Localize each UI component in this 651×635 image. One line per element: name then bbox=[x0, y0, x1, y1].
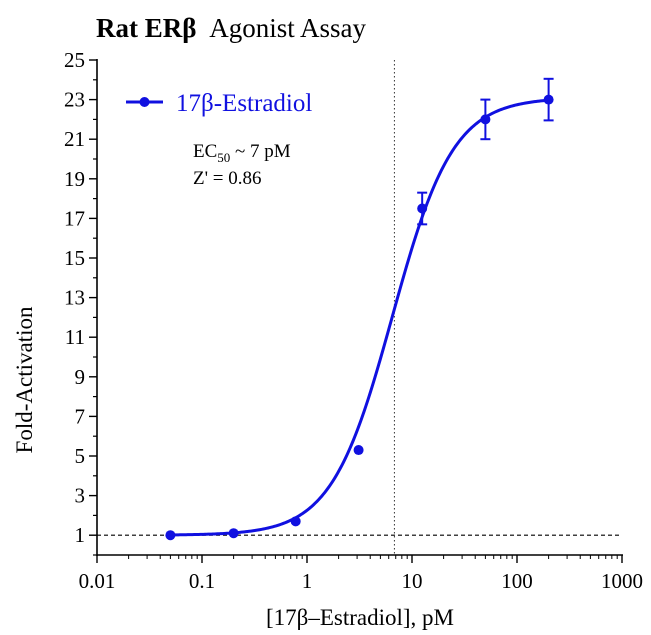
chart-title-rest: Agonist Assay bbox=[209, 13, 366, 43]
ec50-annotation: EC50 ~ 7 pM bbox=[193, 141, 291, 165]
data-point bbox=[417, 203, 428, 214]
data-point bbox=[480, 114, 491, 125]
x-tick-label: 0.1 bbox=[189, 569, 215, 593]
x-tick-label: 100 bbox=[501, 569, 533, 593]
ec50-prefix: EC bbox=[193, 141, 217, 162]
reference-lines bbox=[97, 60, 622, 555]
chart-title: Rat ERβ Agonist Assay bbox=[96, 13, 367, 43]
y-tick-label: 3 bbox=[75, 484, 86, 508]
legend: 17β-Estradiol bbox=[126, 90, 312, 117]
y-tick-label: 5 bbox=[75, 444, 86, 468]
data-point bbox=[543, 94, 554, 105]
y-tick-label: 15 bbox=[64, 246, 85, 270]
y-tick-label: 17 bbox=[64, 206, 85, 230]
y-tick-label: 25 bbox=[64, 48, 85, 72]
y-tick-label: 1 bbox=[75, 523, 86, 547]
y-axis-label: Fold-Activation bbox=[12, 306, 37, 453]
ec50-subscript: 50 bbox=[217, 150, 230, 165]
fit-curves bbox=[170, 98, 549, 537]
y-tick-label: 21 bbox=[64, 127, 85, 151]
ec50-suffix: ~ 7 pM bbox=[230, 141, 291, 162]
y-tick-label: 13 bbox=[64, 286, 85, 310]
y-tick-label: 7 bbox=[75, 404, 86, 428]
x-tick-label: 10 bbox=[402, 569, 423, 593]
y-tick-label: 9 bbox=[75, 365, 86, 389]
data-point bbox=[228, 528, 239, 539]
data-points bbox=[165, 94, 554, 541]
fit-curve bbox=[170, 98, 549, 537]
data-point bbox=[290, 516, 301, 527]
zprime-annotation: Z' = 0.86 bbox=[193, 168, 262, 189]
x-tick-label: 0.01 bbox=[79, 569, 116, 593]
y-tick-label: 23 bbox=[64, 88, 85, 112]
data-point bbox=[353, 445, 364, 456]
y-tick-label: 11 bbox=[65, 325, 85, 349]
x-tick-label: 1 bbox=[302, 569, 313, 593]
legend-series-label: 17β-Estradiol bbox=[176, 90, 312, 117]
data-point bbox=[165, 530, 176, 541]
x-axis-label: [17β–Estradiol], pM bbox=[266, 605, 454, 630]
legend-series-marker bbox=[139, 97, 150, 107]
chart-title-bold: Rat ERβ bbox=[96, 13, 196, 43]
x-tick-label: 1000 bbox=[601, 569, 643, 593]
y-tick-label: 19 bbox=[64, 167, 85, 191]
